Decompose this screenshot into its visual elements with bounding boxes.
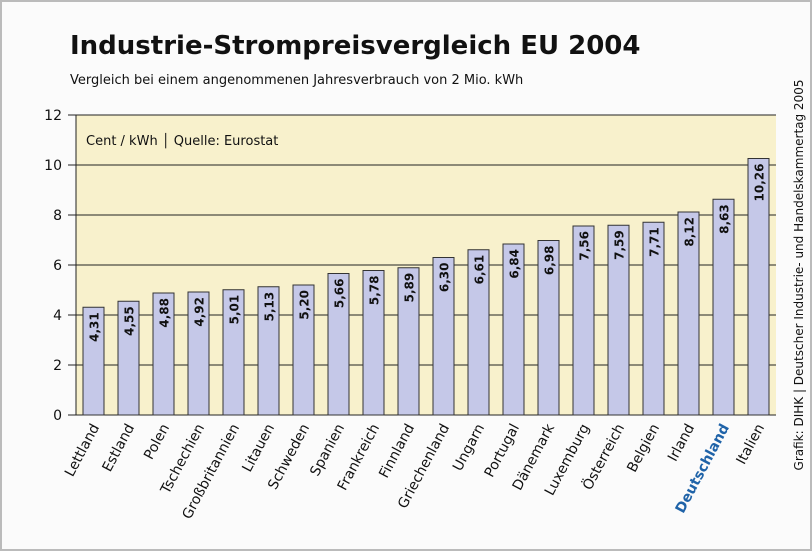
bar: [607, 224, 630, 416]
y-tick-label: 2: [53, 358, 62, 374]
bar: [537, 240, 560, 416]
y-tick-label: 0: [53, 408, 62, 424]
bar: [362, 270, 385, 416]
value-label: 8,63: [718, 204, 732, 234]
value-label: 5,78: [368, 276, 382, 306]
value-label: 7,71: [648, 227, 662, 257]
value-label: 6,30: [438, 263, 452, 293]
bar: [292, 284, 315, 416]
bar: [397, 267, 420, 416]
bar: [747, 158, 770, 416]
value-label: 5,01: [228, 295, 242, 325]
chart-title: Industrie-Strompreisvergleich EU 2004: [70, 31, 641, 61]
value-label: 7,56: [578, 231, 592, 261]
bar: [502, 243, 525, 416]
y-tick-label: 8: [53, 208, 62, 224]
bar: [152, 292, 175, 416]
value-label: 6,84: [508, 249, 522, 279]
bar: [117, 300, 140, 416]
value-label: 8,12: [683, 217, 697, 247]
bar: [222, 289, 245, 416]
y-tick-label: 6: [53, 258, 62, 274]
bar: [257, 286, 280, 416]
value-label: 10,26: [753, 164, 767, 202]
value-label: 4,55: [123, 306, 137, 336]
value-label: 6,61: [473, 255, 487, 285]
value-label: 7,59: [613, 230, 627, 260]
y-tick-label: 12: [44, 108, 62, 124]
bar: [642, 221, 665, 416]
annotation: Cent / kWh │ Quelle: Eurostat: [86, 132, 278, 149]
bar: [712, 198, 735, 416]
bar: [187, 291, 210, 416]
annotation-box: [79, 125, 334, 155]
bar: [82, 306, 105, 416]
value-label: 5,13: [263, 292, 277, 322]
value-label: 5,89: [403, 273, 417, 303]
chart-subtitle: Vergleich bei einem angenommenen Jahresv…: [70, 73, 523, 88]
bar: [432, 257, 455, 416]
bar: [677, 211, 700, 416]
value-label: 6,98: [543, 246, 557, 276]
value-label: 5,20: [298, 290, 312, 320]
value-label: 5,66: [333, 279, 347, 309]
value-label: 4,88: [158, 298, 172, 328]
y-tick-label: 10: [44, 158, 62, 174]
y-tick-label: 4: [53, 308, 62, 324]
source: Grafik: DIHK | Deutscher Industrie- und …: [792, 80, 806, 471]
bar: [327, 273, 350, 416]
value-label: 4,92: [193, 297, 207, 327]
value-label: 4,31: [88, 312, 102, 342]
bar: [467, 249, 490, 416]
bar: [572, 225, 595, 416]
